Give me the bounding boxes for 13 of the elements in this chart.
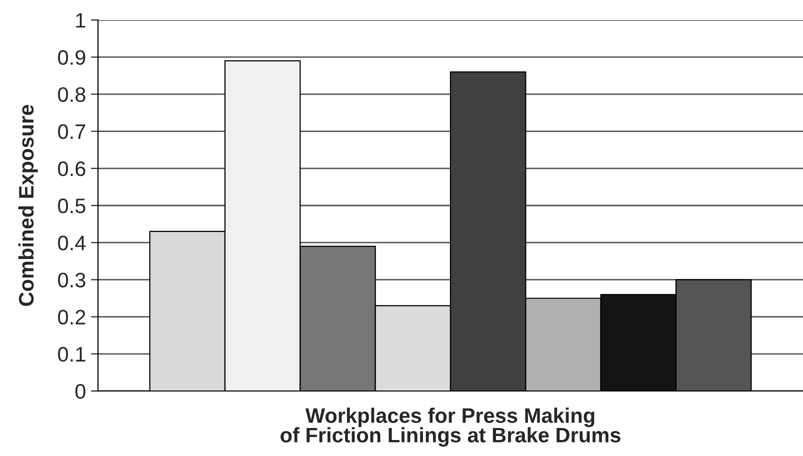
y-axis-title: Combined Exposure xyxy=(18,104,38,306)
x-axis-title: Workplaces for Press Making of Friction Linings at Brake Drums xyxy=(280,408,620,447)
y-tick-label: 0.2 xyxy=(58,310,86,325)
y-tick-label: 0.9 xyxy=(58,50,86,65)
y-tick-label: 0.5 xyxy=(58,198,86,214)
y-tick-label: 0.8 xyxy=(58,87,86,102)
y-tick-label: 0 xyxy=(75,384,86,399)
y-tick-label: 1 xyxy=(76,13,86,28)
y-tick-label: 0.1 xyxy=(58,346,86,362)
y-tick-label: 0.7 xyxy=(58,124,86,140)
y-tick-label: 0.4 xyxy=(58,236,86,250)
y-tick-label: 0.3 xyxy=(58,272,86,288)
y-tick-label: 0.6 xyxy=(58,161,86,176)
